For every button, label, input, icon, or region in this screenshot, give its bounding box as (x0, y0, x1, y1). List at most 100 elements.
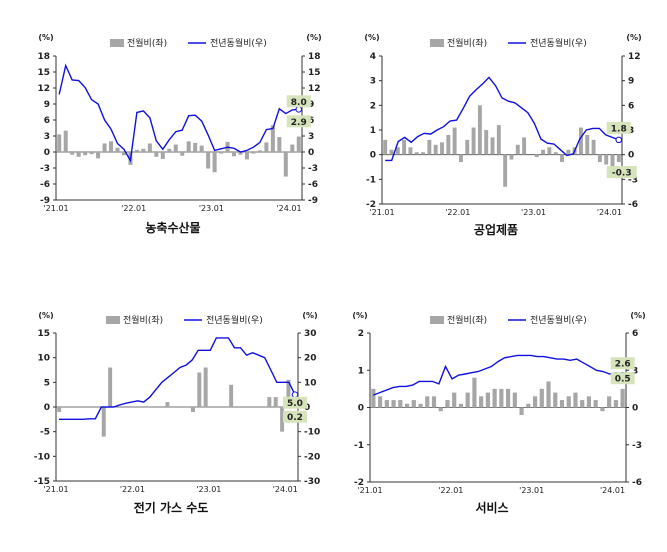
x-tick-label: '24.01 (273, 485, 298, 494)
right-tick-label: -30 (304, 477, 320, 487)
right-tick-label: -10 (304, 428, 320, 438)
bar (76, 152, 81, 157)
x-tick-label: '24.01 (600, 486, 625, 495)
bar (283, 152, 288, 177)
bar (160, 152, 165, 159)
legend: 전월비(좌) 전년동월비(우) (110, 37, 267, 49)
bar (408, 147, 413, 155)
chart-title: 농축수산물 (145, 220, 200, 235)
chart-panel-2: (%) (%) 4 3 2 1 0 -1 -2 12 9 6 3 0 -3 -6 '21.01 '22.01 '23… (364, 33, 641, 237)
bar (573, 392, 578, 408)
line-value-label-bg (606, 121, 631, 134)
line-end-marker (615, 136, 623, 144)
left-tick-label: 3 (370, 77, 376, 87)
legend-bar-swatch (110, 39, 124, 47)
legend-bar-swatch (430, 39, 444, 47)
line-end-marker (291, 391, 299, 398)
bar (371, 388, 376, 408)
bar (477, 105, 482, 155)
line-value-label-bg (286, 95, 311, 108)
bar (479, 396, 484, 408)
bar-value-label-bg (282, 410, 307, 423)
bar (593, 400, 598, 408)
left-tick-label: -15 (34, 477, 50, 487)
bar (57, 134, 62, 152)
right-tick-label: 10 (304, 378, 317, 388)
bar (433, 144, 438, 155)
left-tick-label: 0 (358, 404, 364, 414)
left-tick-label: -5 (40, 428, 50, 438)
bar (197, 372, 202, 407)
bar (378, 396, 383, 408)
line-value-label: 8.0 (291, 98, 307, 108)
right-tick-label: -9 (308, 196, 318, 206)
bar (121, 152, 126, 156)
bar (553, 152, 558, 155)
bar (418, 403, 423, 408)
legend-line-label: 전년동월비(우) (530, 37, 587, 49)
left-tick-label: 10 (37, 354, 50, 364)
right-unit: (%) (302, 311, 317, 320)
bar (296, 136, 301, 152)
bar (522, 137, 527, 155)
bar (519, 407, 524, 415)
bar (613, 400, 618, 408)
right-tick-label: 12 (308, 84, 321, 94)
right-tick-label: 6 (628, 101, 634, 111)
legend-line-label: 전년동월비(우) (530, 314, 587, 326)
bar (425, 396, 430, 408)
bar (452, 127, 457, 155)
chart-panel-3: (%) (%) 15 10 5 0 -5 -10 -15 30 20 10 0 -10 -20 -30 '21.… (34, 311, 321, 515)
bar (173, 144, 178, 152)
bar (389, 149, 394, 155)
bar (384, 400, 389, 408)
line-value-label: 2.6 (615, 360, 631, 370)
right-tick-label: 6 (632, 329, 638, 339)
bar (244, 152, 249, 160)
bar-value-label: -0.3 (612, 169, 632, 179)
left-tick-label: 2 (358, 329, 364, 339)
line-value-label: 1.8 (611, 124, 627, 134)
bar (604, 154, 609, 165)
x-tick-label: '23.01 (521, 208, 546, 217)
right-tick-label: 0 (308, 148, 314, 158)
left-unit: (%) (38, 311, 53, 320)
legend-bar-label: 전월비(좌) (447, 37, 487, 49)
bar (620, 388, 625, 408)
bar (238, 152, 243, 155)
legend-bar-swatch (106, 316, 120, 324)
bar (109, 141, 114, 152)
bar (267, 397, 272, 407)
bar (101, 407, 106, 437)
bar (600, 407, 605, 412)
x-tick-label: '24.01 (276, 204, 301, 213)
left-tick-label: 4 (370, 52, 376, 62)
bar-value-label-bg (286, 115, 311, 128)
bar (452, 392, 457, 408)
yoy-line (59, 337, 296, 420)
legend-line-label: 전년동월비(우) (206, 314, 263, 326)
left-tick-label: 1 (358, 366, 364, 376)
left-tick-label: -3 (40, 164, 50, 174)
bar (402, 139, 407, 155)
bar (553, 392, 558, 408)
bar (458, 403, 464, 408)
bar (438, 407, 443, 412)
bar (492, 388, 497, 408)
bar (395, 147, 400, 155)
right-tick-label: -6 (308, 180, 318, 190)
chart-title: 공업제품 (474, 223, 518, 237)
left-tick-label: -9 (40, 196, 50, 206)
bar (534, 154, 539, 158)
bar (484, 130, 489, 155)
left-tick-label: 18 (37, 52, 50, 62)
bar (206, 152, 211, 169)
left-tick-label: 2 (370, 101, 376, 111)
bar (490, 137, 495, 155)
bar (199, 145, 204, 152)
legend-bar-swatch (430, 316, 444, 324)
left-tick-label: -1 (354, 441, 364, 451)
yoy-line (58, 63, 299, 163)
bar (431, 396, 437, 408)
